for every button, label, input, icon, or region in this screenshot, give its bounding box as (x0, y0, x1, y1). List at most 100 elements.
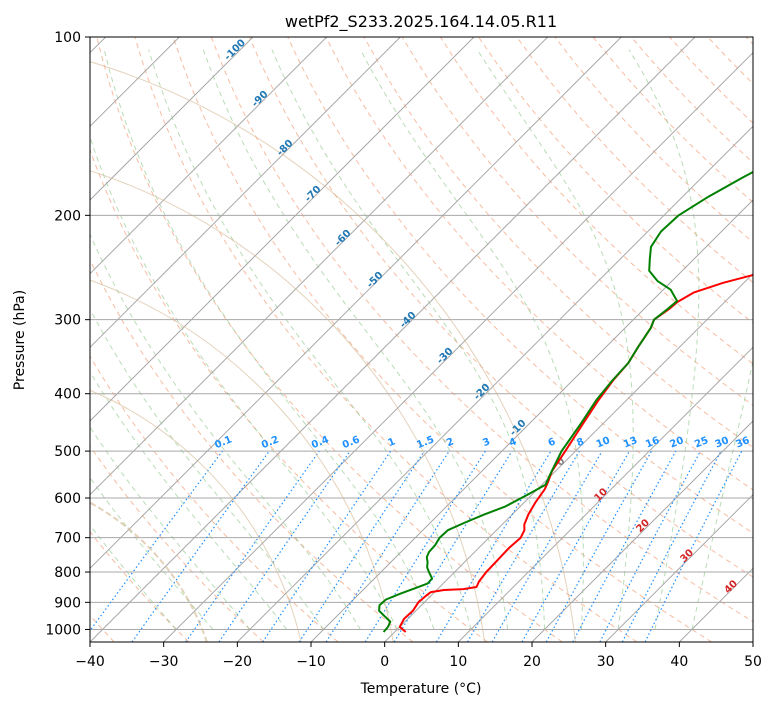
isotherm-line (310, 199, 753, 642)
dry-adiabat (287, 37, 753, 534)
dry-adiabat-label: -90 (250, 89, 271, 110)
mixing-ratio-label: 1 (386, 436, 397, 449)
isotherm-line (384, 272, 753, 642)
mixing-ratio-label: 1.5 (415, 434, 436, 451)
moist-adiabat-label: 40 (722, 578, 740, 596)
dry-adiabat (90, 258, 414, 642)
y-tick-label: 200 (54, 208, 81, 224)
dry-adiabat (478, 37, 753, 324)
temperature-line (398, 273, 753, 633)
dry-adiabat (439, 37, 753, 365)
isotherm-line (457, 346, 753, 642)
moist-adiabat (90, 232, 361, 630)
mixing-ratio-line (90, 450, 223, 632)
moist-adiabat-label: 20 (634, 517, 652, 535)
dry-adiabat (172, 37, 712, 642)
tan-arc (90, 279, 394, 642)
x-tick-label: −30 (149, 654, 179, 670)
dry-adiabat (90, 355, 339, 642)
tan-arc (90, 170, 485, 642)
plot-frame (89, 36, 754, 643)
x-tick-label: 50 (744, 654, 762, 670)
y-tick-label: 700 (54, 531, 81, 547)
dry-adiabat-label: -50 (365, 270, 386, 291)
isotherm-line (678, 567, 753, 642)
moist-adiabat (90, 135, 398, 630)
x-tick-label: −40 (75, 654, 105, 670)
mixing-ratio-line (599, 450, 702, 642)
isotherm-line (90, 37, 696, 642)
dry-adiabat-label: -60 (333, 228, 354, 249)
mixing-ratio-line (298, 450, 425, 642)
mixing-ratio-line (218, 450, 351, 642)
isotherm-line (90, 37, 328, 275)
dry-adiabat (707, 37, 753, 85)
dry-adiabat (401, 37, 753, 406)
dewpoint-line (378, 170, 753, 633)
dry-adiabat (90, 445, 264, 642)
dry-adiabat (554, 37, 753, 243)
mixing-ratio-label: 13 (622, 435, 639, 450)
y-tick-label: 500 (54, 444, 81, 460)
isotherm-line (752, 641, 753, 642)
y-axis-label: Pressure (hPa) (12, 290, 28, 390)
moist-adiabat (691, 358, 753, 630)
dry-adiabat-label: -100 (222, 37, 248, 63)
dry-adiabat (90, 148, 488, 642)
mixing-ratio-label: 0.4 (310, 434, 331, 451)
mixing-ratio-line (364, 450, 486, 642)
isotherm-line (90, 37, 401, 349)
mixing-ratio-label: 4 (508, 436, 519, 449)
moist-adiabat (476, 49, 634, 630)
chart-title: wetPf2_S233.2025.164.14.05.R11 (285, 12, 557, 32)
y-tick-label: 600 (54, 491, 81, 507)
mixing-ratio-line (131, 450, 270, 642)
dry-adiabat (249, 37, 753, 578)
dry-adiabat (745, 37, 753, 45)
isotherm-line (90, 37, 549, 496)
isotherm-line (90, 37, 475, 422)
tan-arc (90, 389, 302, 642)
y-tick-label: 100 (54, 30, 81, 46)
mixing-ratio-line (466, 450, 580, 642)
dry-adiabat (516, 37, 753, 284)
x-axis: −40 −30 −20 −10 0 10 20 30 40 50 (75, 642, 762, 670)
isotherm-line (163, 51, 753, 642)
dry-adiabat-label: -20 (472, 382, 493, 403)
dry-adiabat-label: -30 (435, 346, 456, 367)
x-tick-label: −10 (296, 654, 326, 670)
x-tick-label: 40 (670, 654, 688, 670)
x-tick-label: 30 (597, 654, 615, 670)
mixing-ratio-label: 10 (595, 435, 612, 450)
mixing-ratio-label: 20 (668, 435, 685, 450)
dry-adiabat (90, 531, 190, 642)
x-tick-label: 20 (523, 654, 541, 670)
dry-adiabat (325, 37, 753, 491)
moist-adiabat-label: 10 (592, 486, 610, 504)
y-tick-label: 1000 (45, 622, 81, 638)
y-tick-label: 300 (54, 313, 81, 329)
dry-adiabat (210, 37, 753, 623)
mixing-ratio-label: 30 (714, 435, 731, 450)
mixing-ratio-label: 36 (734, 435, 751, 450)
mixing-ratio-line (262, 450, 392, 642)
dry-adiabat (96, 37, 563, 642)
x-tick-label: 10 (449, 654, 467, 670)
background-lines (90, 37, 753, 642)
mixing-ratio-label: 3 (481, 436, 492, 449)
mixing-ratio-line (393, 450, 513, 642)
mixing-ratio-line (545, 450, 653, 642)
isotherm-line (531, 420, 753, 642)
mixing-ratio-line (644, 450, 743, 642)
mixing-ratio-line (521, 450, 631, 642)
mixing-ratio-label: 0.1 (213, 434, 234, 451)
mixing-ratio-label: 0.6 (341, 434, 362, 451)
mixing-ratio-label: 25 (693, 435, 710, 450)
moist-adiabat-label: 30 (678, 547, 696, 565)
x-tick-label: 0 (380, 654, 389, 670)
isotherm-line (605, 493, 753, 642)
mixing-ratio-line (572, 450, 677, 642)
tan-arc (90, 61, 576, 642)
moist-adiabat (628, 49, 700, 630)
x-tick-label: −20 (223, 654, 253, 670)
